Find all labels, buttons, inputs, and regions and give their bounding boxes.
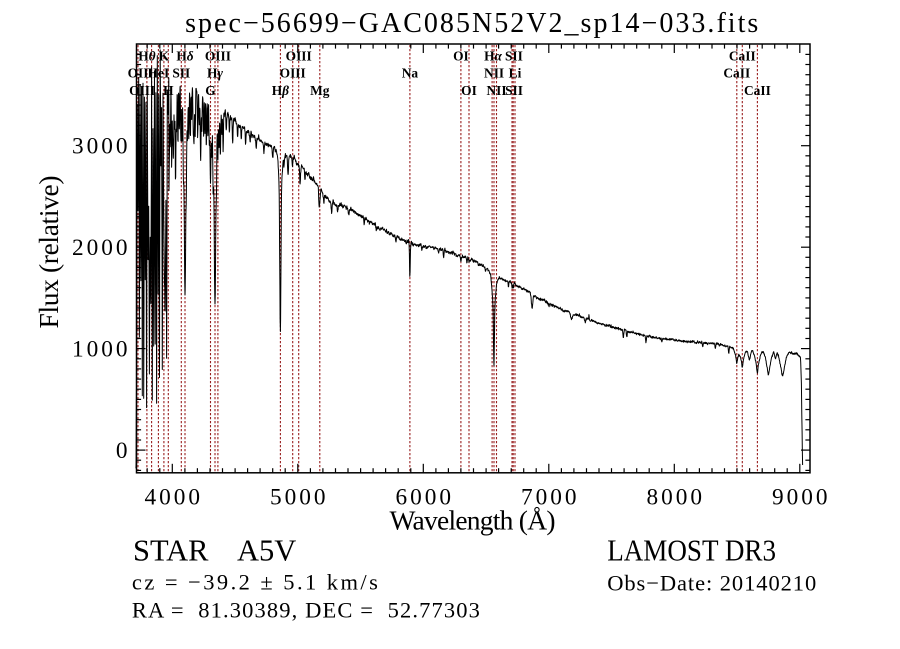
svg-text:SII: SII <box>505 83 523 98</box>
svg-text:A5V: A5V <box>237 534 296 568</box>
svg-text:CaII: CaII <box>744 83 771 98</box>
svg-text:cz = −39.2 ± 5.1 km/s: cz = −39.2 ± 5.1 km/s <box>132 570 378 595</box>
svg-text:Wavelength (Å): Wavelength (Å) <box>390 505 556 536</box>
svg-text:LAMOST DR3: LAMOST DR3 <box>607 534 776 568</box>
svg-text:G: G <box>205 83 216 98</box>
svg-text:Flux (relative): Flux (relative) <box>33 176 64 329</box>
svg-text:Hδ: Hδ <box>176 49 193 64</box>
svg-text:SII: SII <box>172 65 190 80</box>
svg-text:CaII: CaII <box>729 49 756 64</box>
svg-text:HeI: HeI <box>148 65 170 80</box>
svg-text:RA = 81.30389, DEC = 52.7730: RA = 81.30389, DEC = 52.77303 <box>132 598 480 623</box>
svg-text:OIII: OIII <box>129 83 155 98</box>
svg-text:Hα: Hα <box>484 49 502 64</box>
svg-text:STAR: STAR <box>133 534 209 568</box>
svg-text:OI: OI <box>461 83 477 98</box>
svg-text:Li: Li <box>509 65 522 80</box>
svg-text:OII: OII <box>128 65 149 80</box>
svg-text:H: H <box>163 83 174 98</box>
svg-text:spec−56699−GAC085N52V2_sp14−03: spec−56699−GAC085N52V2_sp14−033.fits <box>185 8 758 39</box>
svg-text:Obs−Date: 20140210: Obs−Date: 20140210 <box>607 571 816 596</box>
svg-text:CaII: CaII <box>723 65 750 80</box>
svg-text:Na: Na <box>402 65 419 80</box>
svg-text:NII: NII <box>484 65 504 80</box>
svg-text:K: K <box>159 49 170 64</box>
svg-text:Mg: Mg <box>310 83 330 98</box>
svg-text:0: 0 <box>116 438 128 464</box>
svg-text:OIII: OIII <box>205 49 231 64</box>
svg-text:Hθ: Hθ <box>138 49 155 64</box>
svg-text:Hγ: Hγ <box>207 65 223 80</box>
svg-text:SII: SII <box>505 49 523 64</box>
svg-text:Hβ: Hβ <box>272 83 289 98</box>
svg-text:NII: NII <box>486 83 506 98</box>
svg-text:OIII: OIII <box>286 49 312 64</box>
svg-text:OI: OI <box>453 49 469 64</box>
svg-text:OIII: OIII <box>280 65 306 80</box>
